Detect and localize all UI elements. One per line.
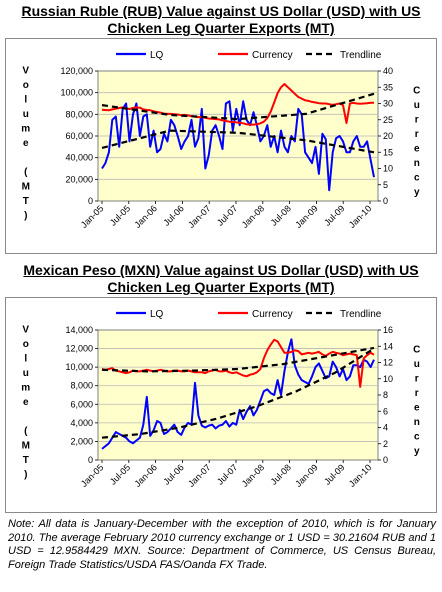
chart-1-x-tick-label: Jan-08 [240, 203, 267, 230]
chart-2-series-trendline-lq [101, 347, 375, 439]
chart-2-y2-tick-label: 6 [383, 406, 388, 416]
chart-2-x-tick-label: Jan-10 [347, 462, 374, 489]
chart-2-y2-tick-label: 4 [383, 423, 388, 433]
chart-2-x-tick-label: Jul-09 [322, 462, 346, 486]
chart-1-y2-tick-label: 0 [383, 196, 388, 206]
chart-2-y-tick-label: 8,000 [70, 381, 93, 391]
chart-1-x-tick-label: Jan-09 [293, 203, 320, 230]
chart-2-x-tick-label: Jul-08 [269, 462, 293, 486]
chart-2-y2-tick-label: 14 [383, 341, 393, 351]
chart-2-series-currency [101, 338, 375, 388]
chart-1-x-tick-label: Jul-07 [215, 203, 239, 227]
chart-2-x-tick-label: Jul-06 [161, 462, 185, 486]
chart-2-x-tick-label: Jul-05 [108, 462, 132, 486]
chart-1-y2-tick-label: 10 [383, 164, 393, 174]
chart-2-y-tick-label: 10,000 [65, 362, 93, 372]
chart-2-legend-label: Currency [252, 309, 293, 320]
chart-1-x-tick-label: Jan-10 [347, 203, 374, 230]
chart-2-y2-tick-label: 12 [383, 358, 393, 368]
chart-1-series-trendline-currency [101, 92, 375, 121]
chart-2-y-tick-label: 0 [88, 455, 93, 465]
chart-1-panel: 0 20,000 40,000 60,000 80,000 100,000 120,000 0… [5, 38, 437, 254]
chart-2-legend-label: Trendline [340, 309, 382, 320]
chart-2-series-lq [101, 338, 375, 450]
chart-1-y-tick-label: 120,000 [60, 66, 93, 76]
chart-2-y-tick-label: 2,000 [70, 436, 93, 446]
chart-2-legend-label: LQ [150, 309, 164, 320]
chart-1-y-tick-label: 20,000 [65, 174, 93, 184]
chart-2-y2-tick-label: 8 [383, 390, 388, 400]
chart-2-y-tick-label: 6,000 [70, 399, 93, 409]
chart-1-y2-tick-label: 5 [383, 180, 388, 190]
chart-1-x-tick-label: Jan-05 [79, 203, 106, 230]
chart-2-y2-tick-label: 10 [383, 374, 393, 384]
chart-1-y-tick-label: 80,000 [65, 109, 93, 119]
chart-1-y-tick-label: 0 [88, 196, 93, 206]
chart-2-x-tick-label: Jan-07 [186, 462, 213, 489]
chart-1-x-tick-label: Jul-06 [161, 203, 185, 227]
chart-2-title: Mexican Peso (MXN) Value against US Doll… [23, 262, 419, 295]
chart-2-y-tick-label: 14,000 [65, 325, 93, 335]
footnote: Note: All data is January-December with … [8, 518, 436, 571]
chart-1-y2-tick-label: 25 [383, 115, 393, 125]
chart-2-panel: 0 2,000 4,000 6,000 8,000 10,000 12,000 14,000 0… [5, 297, 437, 513]
chart-1-y2-tick-label: 15 [383, 147, 393, 157]
chart-2-plot-area [97, 329, 379, 461]
chart-1-title: Russian Ruble (RUB) Value against US Dol… [21, 3, 421, 36]
chart-1-x-tick-label: Jul-08 [269, 203, 293, 227]
chart-1-legend-label: LQ [150, 50, 164, 61]
chart-1-x-tick-label: Jan-07 [186, 203, 213, 230]
chart-1-legend-label: Trendline [340, 50, 382, 61]
chart-1-series-lq [101, 100, 375, 192]
chart-1-y2-tick-label: 20 [383, 131, 393, 141]
chart-2-y-tick-label: 12,000 [65, 344, 93, 354]
chart-1-y-tick-label: 40,000 [65, 153, 93, 163]
chart-2-x-tick-label: Jan-09 [293, 462, 320, 489]
chart-2-x-tick-label: Jul-07 [215, 462, 239, 486]
chart-1-y2-tick-label: 35 [383, 82, 393, 92]
chart-2-y2-tick-label: 16 [383, 325, 393, 335]
chart-1-y2-tick-label: 40 [383, 66, 393, 76]
chart-1-legend-label: Currency [252, 50, 293, 61]
chart-2-series-trendline-currency [101, 346, 375, 373]
chart-2-y-tick-label: 4,000 [70, 418, 93, 428]
chart-1-x-tick-label: Jul-09 [322, 203, 346, 227]
chart-1-series-currency [101, 83, 374, 126]
chart-1-y-tick-label: 100,000 [60, 88, 93, 98]
chart-2-y2-tick-label: 2 [383, 439, 388, 449]
chart-2-x-tick-label: Jan-05 [79, 462, 106, 489]
chart-2-x-tick-label: Jan-06 [132, 462, 159, 489]
chart-2-mxn-usd: 0 2,000 4,000 6,000 8,000 10,000 12,000 14,000 0… [21, 309, 421, 489]
chart-1-rub-usd: 0 20,000 40,000 60,000 80,000 100,000 120,000 0… [21, 50, 421, 230]
chart-1-x-tick-label: Jan-06 [132, 203, 159, 230]
chart-1-x-tick-label: Jul-05 [108, 203, 132, 227]
chart-1-y2-tick-label: 30 [383, 99, 393, 109]
chart-2-x-tick-label: Jan-08 [240, 462, 267, 489]
chart-2-y2-tick-label: 0 [383, 455, 388, 465]
chart-1-y-tick-label: 60,000 [65, 131, 93, 141]
